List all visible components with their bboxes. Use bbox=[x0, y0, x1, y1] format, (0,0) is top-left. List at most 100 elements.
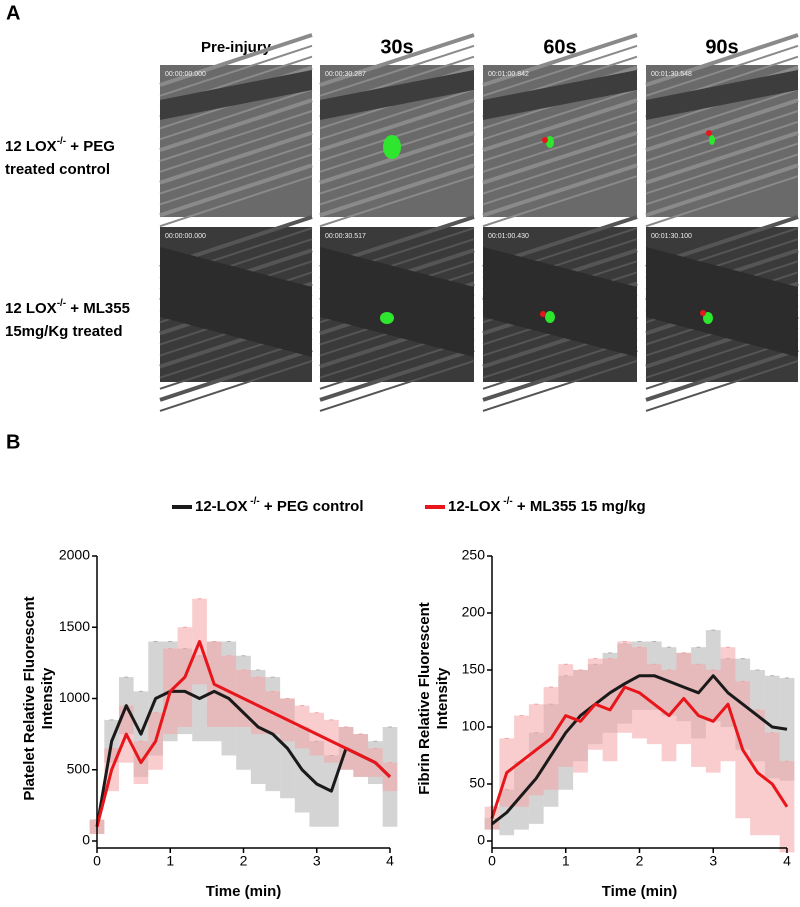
tissue-streak bbox=[159, 153, 313, 206]
legend-part: 12-LOX bbox=[195, 498, 248, 515]
tissue-streak bbox=[482, 163, 638, 218]
y-axis-title: Fibrin Relative Fluorescent bbox=[416, 602, 433, 795]
fluorescence bbox=[703, 312, 713, 324]
tissue-streak bbox=[645, 163, 799, 218]
fluorescence bbox=[709, 135, 715, 145]
tissue-streak bbox=[482, 130, 638, 185]
column-header: Pre-injury bbox=[201, 39, 272, 56]
tissue-streak bbox=[645, 175, 799, 228]
tissue-streak bbox=[319, 163, 475, 218]
legend-label: 12-LOX -/- + PEG control bbox=[195, 496, 364, 515]
column-header: 60s bbox=[543, 36, 576, 58]
tissue-streak bbox=[645, 153, 799, 206]
row-label-sup: -/- bbox=[57, 136, 66, 147]
panel-label: A bbox=[6, 2, 20, 24]
row-label: 12 LOX-/- + ML355 bbox=[5, 298, 130, 317]
tissue-streak bbox=[319, 110, 475, 162]
timestamp: 00:01:30.100 bbox=[651, 233, 692, 240]
y-tick-label: 1000 bbox=[59, 689, 90, 705]
vessel bbox=[483, 70, 637, 120]
timestamp: 00:00:00.000 bbox=[165, 71, 206, 78]
tissue-streak bbox=[159, 88, 313, 141]
y-tick-label: 500 bbox=[67, 760, 91, 776]
tissue-streak bbox=[482, 359, 638, 412]
tissue-streak bbox=[645, 359, 799, 412]
row-label: 12 LOX-/- + PEG bbox=[5, 136, 115, 155]
tissue-streak bbox=[645, 347, 799, 402]
row-label: treated control bbox=[5, 161, 110, 178]
column-header: 30s bbox=[380, 36, 413, 58]
tissue-streak bbox=[159, 98, 313, 153]
tissue-streak bbox=[319, 142, 475, 195]
tissue-streak bbox=[319, 33, 475, 87]
legend-part: 12-LOX bbox=[448, 498, 501, 515]
x-tick-label: 4 bbox=[783, 853, 791, 869]
tissue-streak bbox=[482, 175, 638, 228]
x-tick-label: 1 bbox=[562, 853, 570, 869]
x-axis-title: Time (min) bbox=[206, 883, 282, 900]
x-tick-label: 0 bbox=[93, 853, 101, 869]
x-tick-label: 4 bbox=[386, 853, 394, 869]
row-label-part: 12 LOX bbox=[5, 300, 57, 317]
tissue-streak bbox=[159, 130, 313, 185]
series-line bbox=[95, 689, 392, 828]
fluorescence bbox=[383, 135, 401, 159]
tissue-streak bbox=[482, 33, 638, 87]
tissue-streak bbox=[645, 120, 799, 173]
row-label-part: + ML355 bbox=[66, 300, 130, 317]
tissue-streak bbox=[319, 359, 475, 412]
row-label-sup: -/- bbox=[57, 298, 66, 309]
y-tick-label: 200 bbox=[462, 604, 486, 620]
fluorescence bbox=[542, 137, 548, 143]
legend-sup: -/- bbox=[248, 496, 260, 507]
tissue-streak bbox=[482, 347, 638, 402]
tissue-streak bbox=[645, 130, 799, 185]
vessel bbox=[483, 247, 637, 357]
tissue-streak bbox=[645, 33, 799, 87]
tissue-streak bbox=[482, 98, 638, 153]
tissue-streak bbox=[482, 88, 638, 141]
y-tick-label: 150 bbox=[462, 661, 486, 677]
tissue-streak bbox=[482, 110, 638, 162]
tissue-streak bbox=[319, 44, 475, 97]
tissue-streak bbox=[159, 359, 313, 412]
y-tick-label: 100 bbox=[462, 718, 486, 734]
timestamp: 00:00:30.517 bbox=[325, 233, 366, 240]
x-tick-label: 0 bbox=[488, 853, 496, 869]
x-tick-label: 2 bbox=[240, 853, 248, 869]
legend-sup: -/- bbox=[501, 496, 513, 507]
tissue-streak bbox=[319, 130, 475, 185]
y-axis-title: Intensity bbox=[434, 667, 451, 729]
row-label: 15mg/Kg treated bbox=[5, 323, 123, 340]
tissue-streak bbox=[159, 142, 313, 195]
timestamp: 00:01:00.842 bbox=[488, 71, 529, 78]
x-tick-label: 2 bbox=[636, 853, 644, 869]
tissue-streak bbox=[159, 175, 313, 228]
tissue-streak bbox=[159, 33, 313, 87]
legend-label: 12-LOX -/- + ML355 15 mg/kg bbox=[448, 496, 646, 515]
x-tick-label: 3 bbox=[313, 853, 321, 869]
vessel bbox=[160, 247, 312, 357]
series-line bbox=[491, 674, 788, 826]
column-header: 90s bbox=[705, 36, 738, 58]
timestamp: 00:01:30.548 bbox=[651, 71, 692, 78]
tissue-streak bbox=[482, 142, 638, 195]
y-axis-title: Platelet Relative Fluorescent bbox=[21, 596, 38, 800]
tissue-streak bbox=[645, 44, 799, 97]
fluorescence bbox=[546, 136, 554, 148]
vessel bbox=[160, 70, 312, 120]
y-tick-label: 0 bbox=[82, 832, 90, 848]
timestamp: 00:00:30.287 bbox=[325, 71, 366, 78]
y-axis-title: Intensity bbox=[39, 667, 56, 729]
vessel bbox=[646, 70, 798, 120]
fluorescence bbox=[545, 311, 555, 323]
tissue-streak bbox=[159, 120, 313, 173]
x-tick-label: 1 bbox=[166, 853, 174, 869]
fluorescence bbox=[380, 312, 394, 324]
tissue-streak bbox=[645, 98, 799, 153]
tissue-streak bbox=[319, 98, 475, 153]
timestamp: 00:01:00.430 bbox=[488, 233, 529, 240]
panel-label: B bbox=[6, 431, 20, 453]
vessel bbox=[320, 247, 474, 357]
legend-part: + PEG control bbox=[260, 498, 364, 515]
